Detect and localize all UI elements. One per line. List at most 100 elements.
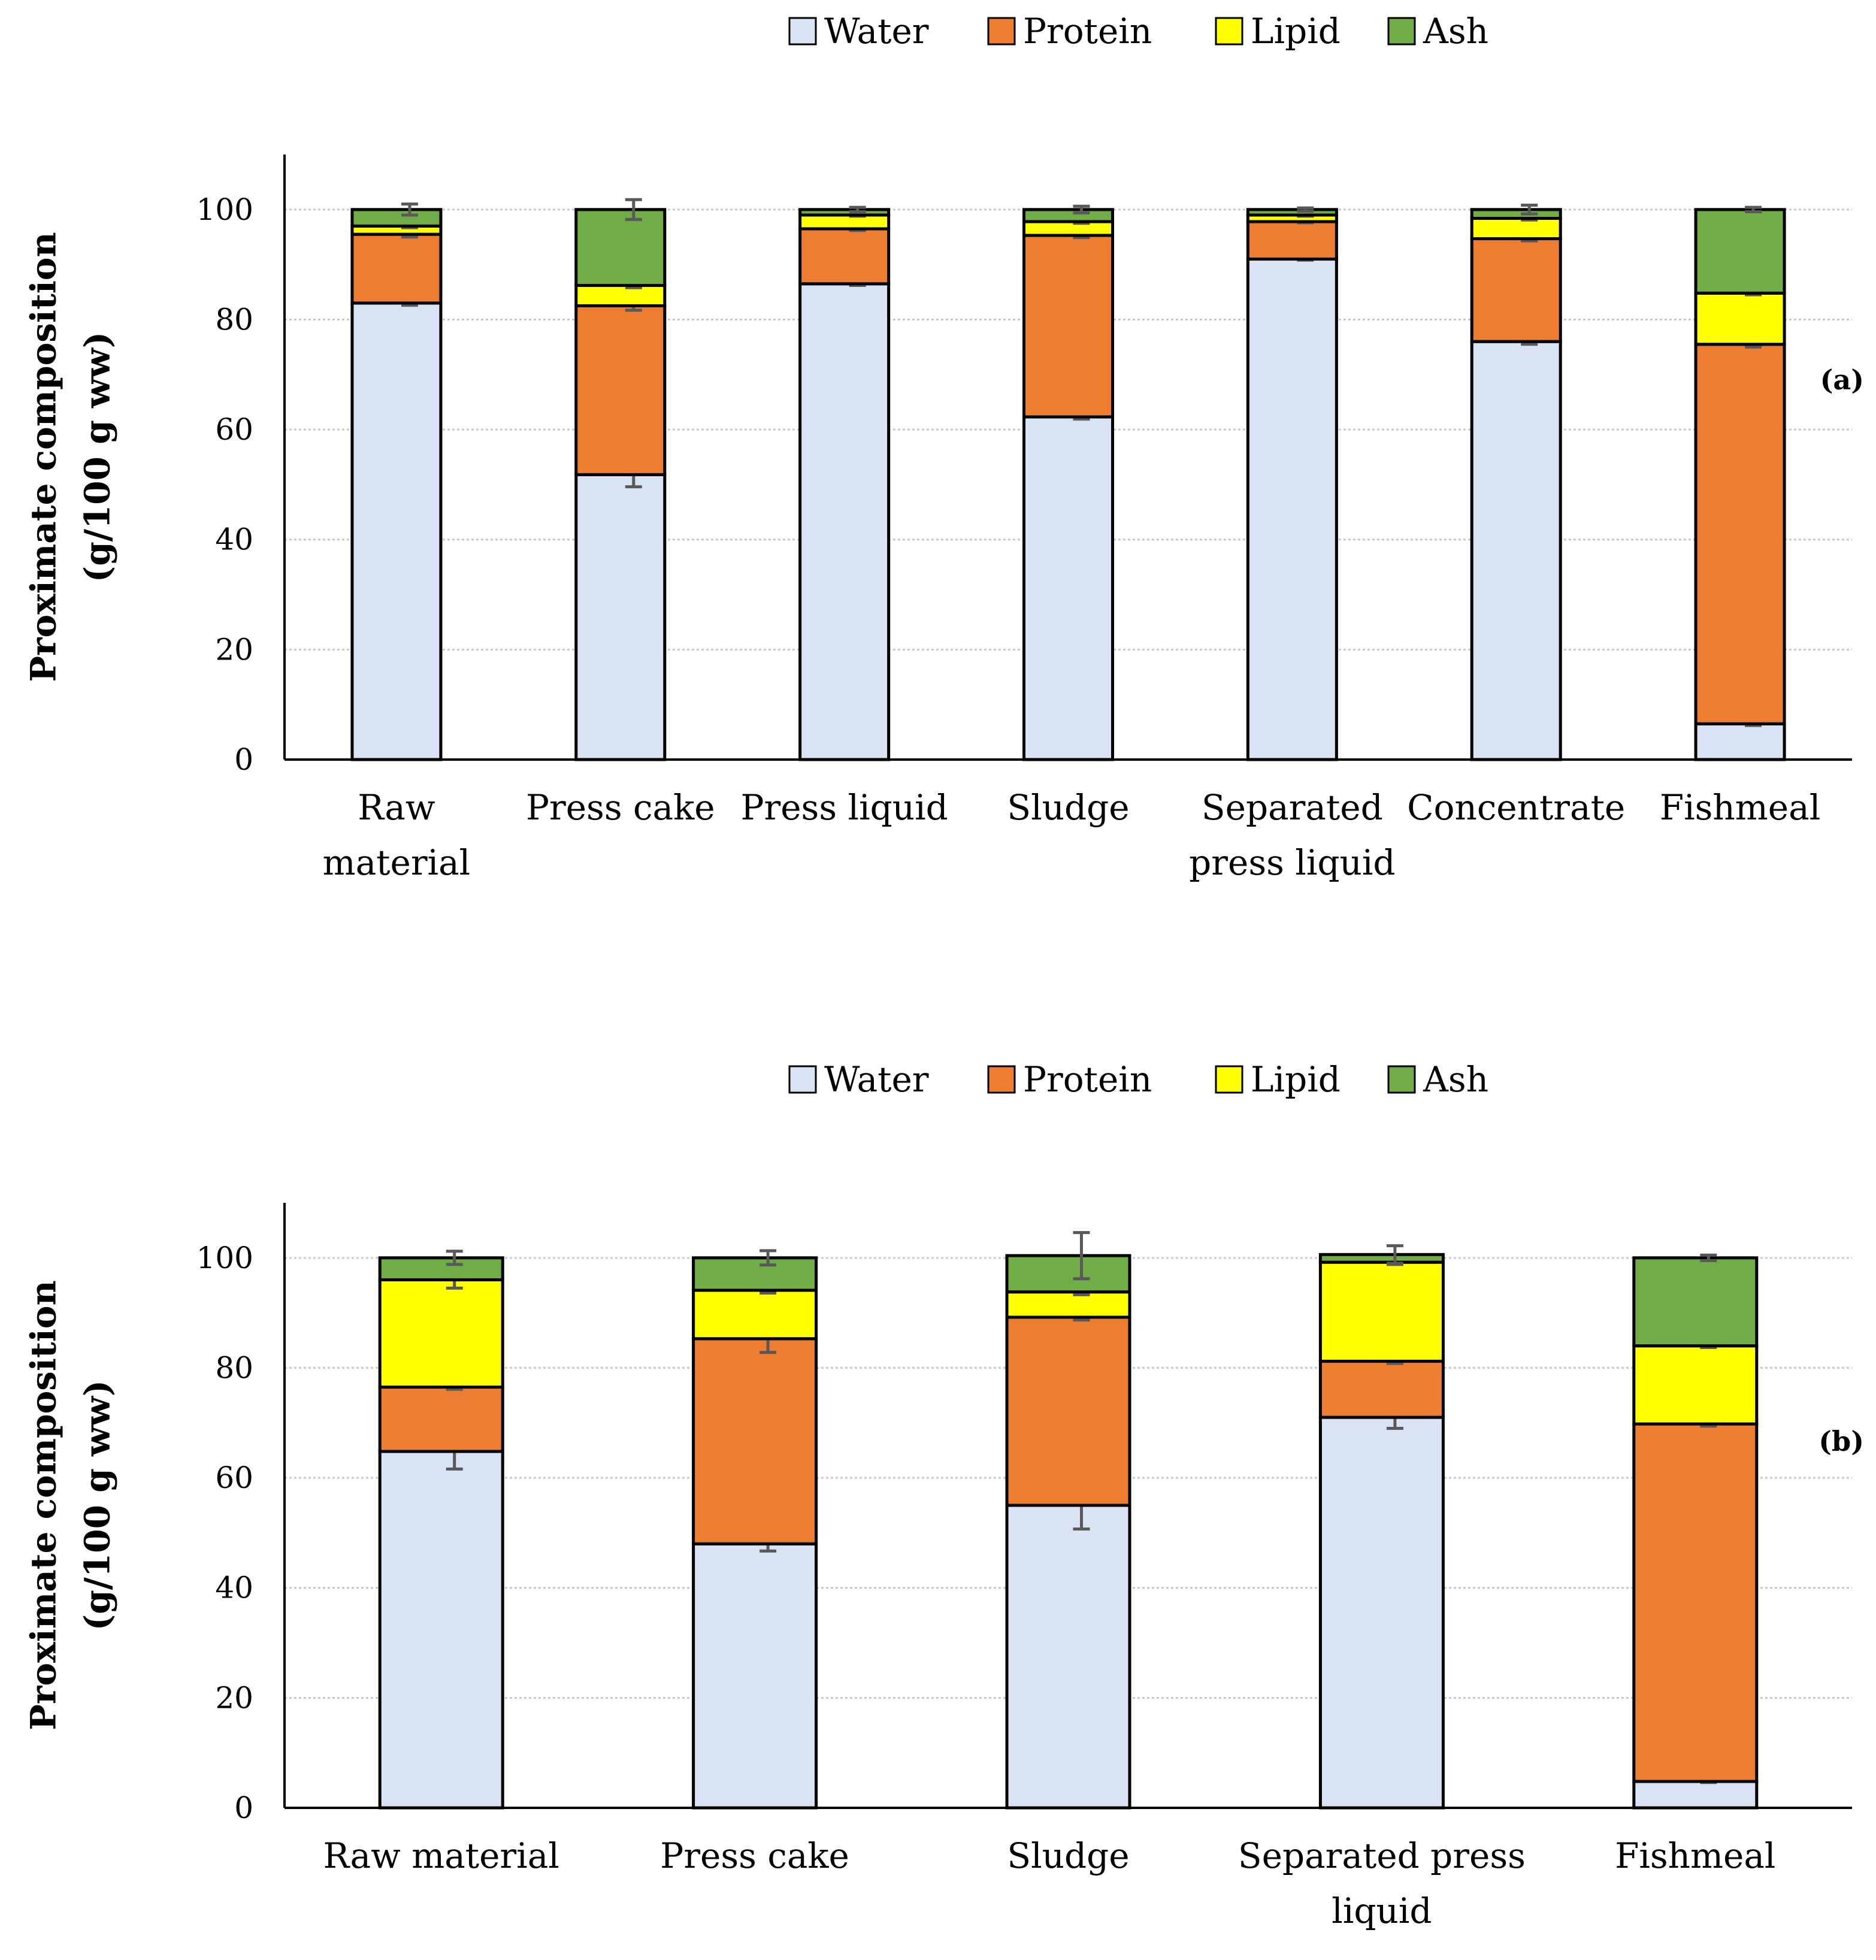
bar-segment-water <box>1022 415 1114 761</box>
bar-segment-water <box>1470 340 1562 761</box>
x-category-label: Press cake <box>660 1835 849 1876</box>
bar-segment-water <box>350 301 443 761</box>
bar-segment-water <box>378 1450 504 1810</box>
bar-stack <box>692 1249 818 1810</box>
bar-segment-lipid <box>798 213 891 231</box>
bar-segment-lipid <box>692 1288 818 1341</box>
bar-segment-ash <box>1632 1256 1759 1348</box>
y-tick-label: 60 <box>215 1460 253 1495</box>
bar-segment-water <box>692 1542 818 1810</box>
error-bar-ash <box>1073 204 1090 214</box>
x-category-label: Press cake <box>526 787 715 828</box>
legend: Water Protein Lipid Ash <box>788 1059 1488 1100</box>
bar-segment-protein <box>378 1386 504 1453</box>
legend-label-protein: Protein <box>1023 11 1152 52</box>
y-tick-label: 100 <box>196 192 253 227</box>
bar-stack <box>1022 204 1114 761</box>
bar-stack <box>1246 206 1338 761</box>
y-axis-label: Proximate composition <box>23 1280 63 1730</box>
chart-panel-a: 0 20 40 60 80 100 Raw material Press cake Press l… <box>23 11 1864 883</box>
x-category-label: Raw material <box>323 1835 559 1876</box>
bar-segment-ash <box>1470 208 1562 220</box>
error-bar-ash <box>1521 203 1538 216</box>
bar-segment-protein <box>1246 220 1338 261</box>
panel-label: (b) <box>1818 1425 1864 1457</box>
y-tick-label: 60 <box>215 412 253 447</box>
bar-segment-ash <box>1022 208 1114 223</box>
y-tick-label: 80 <box>215 302 253 337</box>
y-axis-label-units: (g/100 g ww) <box>77 332 117 583</box>
bar-segment-protein <box>1005 1315 1131 1507</box>
legend-swatch-ash <box>1387 1065 1416 1094</box>
x-category-label: Sludge <box>1007 787 1129 828</box>
x-category-label: Raw <box>358 787 435 828</box>
bar-stack <box>1005 1231 1131 1810</box>
legend-swatch-protein <box>987 1065 1016 1094</box>
legend-label-lipid: Lipid <box>1251 1059 1341 1100</box>
bar-stack <box>1318 1244 1445 1810</box>
legend-swatch-protein <box>987 17 1016 46</box>
chart-panel-b: 0 20 40 60 80 100 Raw material Press cake Sludge… <box>23 1059 1864 1931</box>
legend-label-water: Water <box>824 1059 929 1100</box>
bar-segment-water <box>574 473 667 761</box>
error-bar-ash <box>446 1250 463 1266</box>
bar-segment-lipid <box>1005 1290 1131 1319</box>
bar-segment-ash <box>798 208 891 217</box>
bar-segment-water <box>798 282 891 761</box>
error-bar-ash <box>1297 206 1314 213</box>
bar-stack <box>378 1250 504 1810</box>
bar-segment-protein <box>1022 234 1114 419</box>
bar-stack <box>1632 1253 1759 1810</box>
legend-label-water: Water <box>824 11 929 52</box>
x-category-label: Concentrate <box>1407 787 1625 828</box>
bar-segment-lipid <box>574 284 667 308</box>
legend-label-ash: Ash <box>1423 1059 1488 1100</box>
y-tick-label: 0 <box>234 1790 253 1825</box>
bar-segment-protein <box>1632 1422 1759 1783</box>
legend-swatch-lipid <box>1215 17 1243 46</box>
bar-segment-water <box>1246 257 1338 761</box>
y-tick-label: 0 <box>234 742 253 777</box>
x-category-label: liquid <box>1332 1891 1432 1931</box>
y-tick-label: 40 <box>215 522 253 557</box>
bar-segment-protein <box>574 304 667 476</box>
bar-segment-lipid <box>378 1278 504 1389</box>
error-bar-ash <box>1700 1253 1717 1262</box>
bar-segment-protein <box>798 227 891 286</box>
error-bar-ash <box>401 202 418 217</box>
x-category-label: Sludge <box>1007 1835 1129 1876</box>
x-category-label: Press liquid <box>740 787 948 828</box>
error-bar-ash <box>1745 205 1762 213</box>
error-bar-ash <box>625 198 642 221</box>
bar-stack <box>798 205 891 761</box>
bar-segment-ash <box>1005 1254 1131 1294</box>
bar-segment-ash <box>350 208 443 228</box>
x-category-label: Separated <box>1202 787 1383 828</box>
error-bar-ash <box>760 1249 777 1267</box>
bar-segment-protein <box>1318 1359 1445 1419</box>
error-bar-ash <box>1386 1244 1403 1265</box>
bar-segment-protein <box>350 232 443 305</box>
bar-segment-protein <box>692 1337 818 1545</box>
y-axis-label: Proximate composition <box>23 232 63 682</box>
bar-segment-lipid <box>1470 217 1562 240</box>
y-tick-label: 40 <box>215 1571 253 1605</box>
y-tick-label: 20 <box>215 632 253 667</box>
bar-segment-protein <box>1694 343 1786 725</box>
x-category-label: Fishmeal <box>1660 787 1820 828</box>
bar-stack <box>350 202 443 761</box>
legend: Water Protein Lipid Ash <box>788 11 1488 52</box>
error-bar-ash <box>849 205 866 213</box>
y-tick-label: 20 <box>215 1680 253 1715</box>
bar-segment-water <box>1318 1415 1445 1810</box>
panel-label: (a) <box>1820 364 1864 396</box>
bar-segment-ash <box>1246 208 1338 217</box>
bar-segment-lipid <box>1694 291 1786 346</box>
bar-stack <box>574 198 667 761</box>
bar-segment-protein <box>1470 237 1562 343</box>
bar-segment-water <box>1694 722 1786 761</box>
bar-segment-ash <box>1318 1253 1445 1264</box>
x-category-label: Fishmeal <box>1615 1835 1775 1876</box>
bar-segment-ash <box>574 208 667 288</box>
